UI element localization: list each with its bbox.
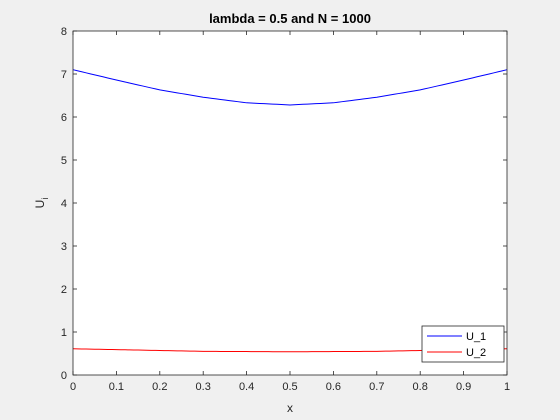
x-tick-label: 0.4 xyxy=(239,381,254,393)
x-tick-label: 0.5 xyxy=(282,381,297,393)
x-tick-label: 0.1 xyxy=(109,381,124,393)
legend-entry-u2: U_2 xyxy=(466,347,486,359)
x-tick-label: 0.6 xyxy=(326,381,341,393)
y-tick-label: 2 xyxy=(61,284,67,296)
y-tick-label: 5 xyxy=(61,155,67,167)
x-axis-label: x xyxy=(287,401,293,415)
legend-box xyxy=(421,325,505,363)
legend: U_1 U_2 xyxy=(421,325,505,363)
x-tick-label: 0.3 xyxy=(196,381,211,393)
x-tick-label: 0.9 xyxy=(456,381,471,393)
x-tick-label: 0 xyxy=(70,381,76,393)
x-tick-label: 0.2 xyxy=(152,381,167,393)
y-tick-label: 4 xyxy=(61,198,67,210)
series-line-u1 xyxy=(72,69,508,106)
y-axis-label-subscript: i xyxy=(40,198,50,200)
y-axis-label: Ui xyxy=(33,198,50,209)
y-tick-label: 6 xyxy=(61,112,67,124)
legend-entry-u1: U_1 xyxy=(466,331,486,343)
x-tick-label: 1 xyxy=(504,381,510,393)
x-tick-label: 0.7 xyxy=(369,381,384,393)
y-tick-label: 0 xyxy=(61,370,67,382)
y-tick-label: 8 xyxy=(61,26,67,38)
x-tick-label: 0.8 xyxy=(413,381,428,393)
chart-title: lambda = 0.5 and N = 1000 xyxy=(209,11,371,26)
y-tick-label: 3 xyxy=(61,241,67,253)
y-axis-label-main: U xyxy=(33,200,47,209)
y-tick-label: 1 xyxy=(61,327,67,339)
y-tick-label: 7 xyxy=(61,69,67,81)
plot-area xyxy=(73,31,507,375)
